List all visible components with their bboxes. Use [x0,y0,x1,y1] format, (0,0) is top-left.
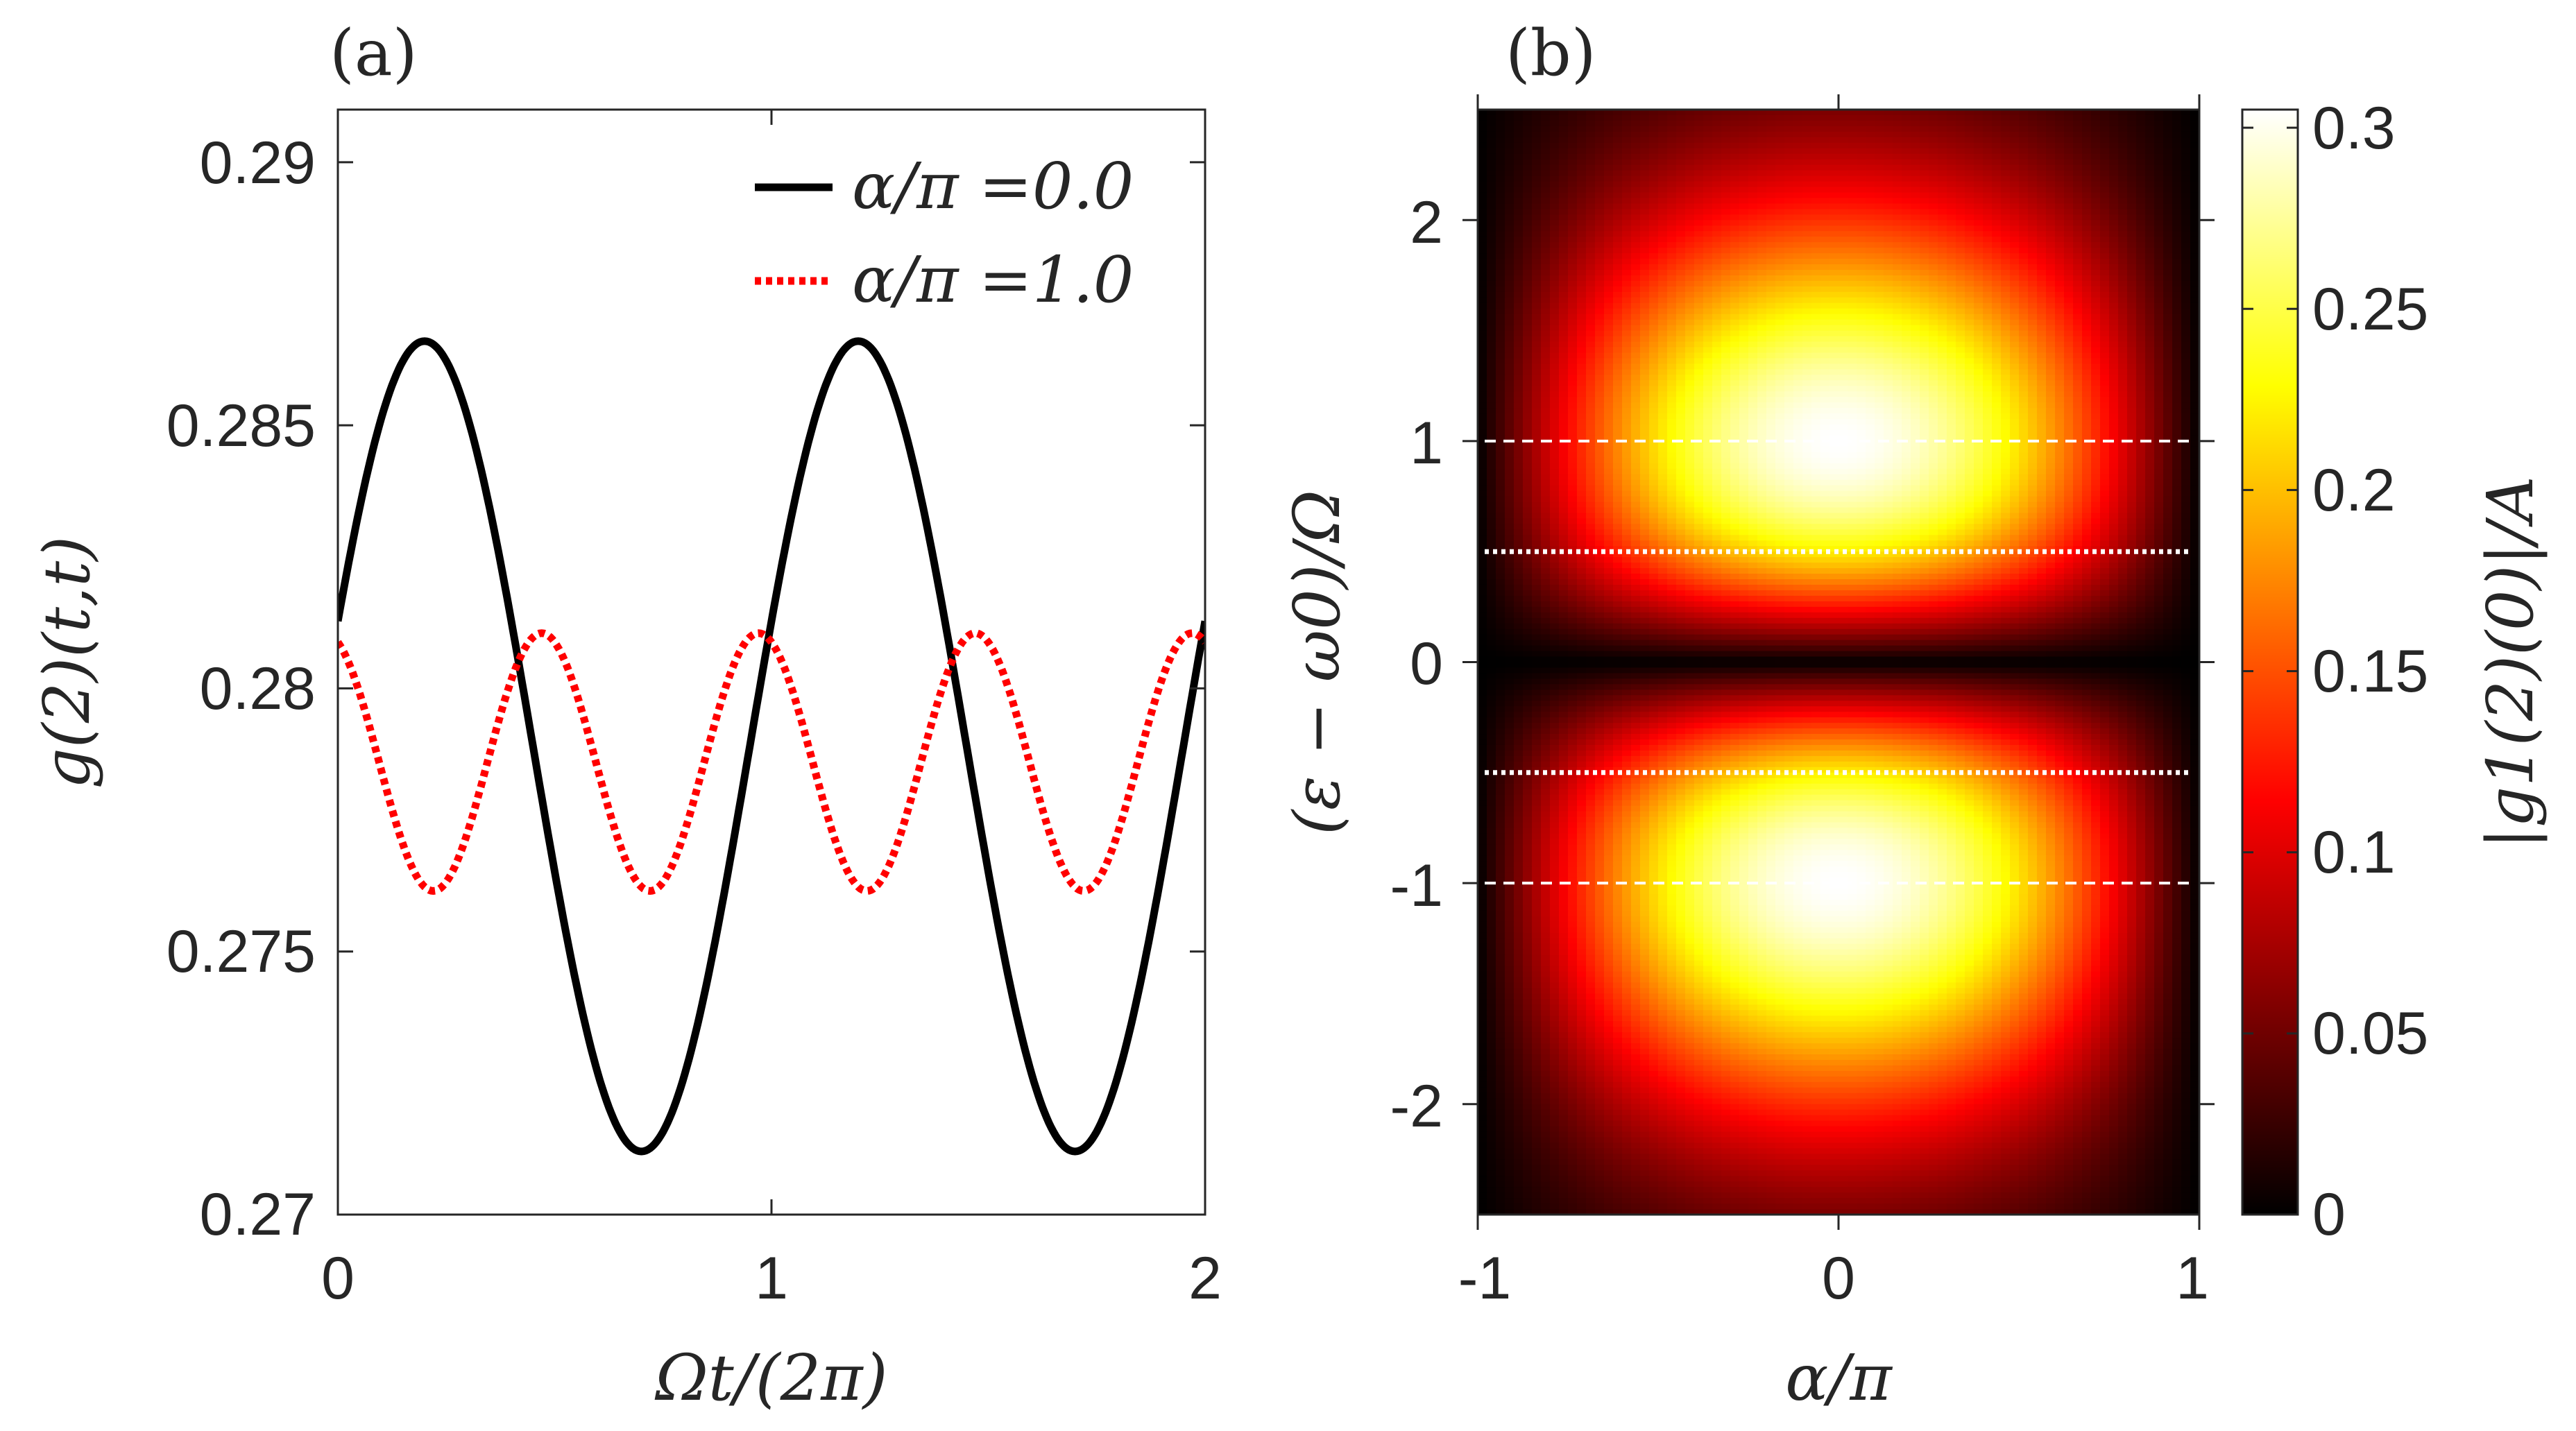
b-x-tick-label-1: 0 [1822,1245,1855,1312]
legend: α/π =0.0 α/π =1.0 [755,149,1134,317]
a-y-tick-label-4: 0.29 [200,130,316,196]
heatmap [1478,110,2200,1215]
panel-b-label: (b) [1505,16,1596,90]
b-y-axis-label: (ε − ω0)/Ω [1280,490,1354,835]
a-y-tick-label-0: 0.27 [200,1181,316,1248]
a-y-tick-label-1: 0.275 [167,918,316,985]
b-y-tick-label-1: -1 [1390,852,1443,919]
colorbar-tick-label-1: 0.05 [2312,1000,2428,1067]
series-line-alpha-0 [338,337,1205,1156]
a-y-tick-label-2: 0.28 [200,655,316,722]
colorbar-tick-label-4: 0.2 [2312,457,2396,524]
panel-a-ticks [336,110,1206,1216]
colorbar-ticks [2242,126,2298,1216]
b-x-axis-label: α/π [1785,1341,1893,1415]
b-x-tick-label-0: -1 [1458,1245,1511,1312]
panel-a-label: (a) [330,16,418,90]
series-line-alpha-1 [338,629,1205,896]
colorbar-tick-label-0: 0 [2312,1181,2346,1248]
panel-a: (a) 0 1 2 0.27 0.275 0.28 0.285 0.29 Ωt/… [30,16,1222,1415]
b-y-tick-label-2: 0 [1410,631,1443,697]
b-y-tick-label-0: -2 [1390,1073,1443,1140]
reference-lines [1485,439,2192,885]
colorbar-tick-label-3: 0.15 [2312,638,2428,705]
colorbar-tick-label-6: 0.3 [2312,95,2396,162]
legend-label-alpha-1: α/π =1.0 [852,243,1134,317]
a-y-axis-label: g(2)(t,t) [30,536,104,789]
b-x-tick-label-2: 1 [2176,1245,2209,1312]
a-y-tick-label-3: 0.285 [167,393,316,459]
b-y-tick-label-3: 1 [1410,410,1443,477]
b-y-tick-label-4: 2 [1410,189,1443,256]
panel-a-plot-area [338,337,1205,1156]
colorbar-label: |g1(2)(0)|/A [2473,476,2548,849]
colorbar-gradient [2242,110,2298,1215]
a-x-axis-label: Ωt/(2π) [654,1341,887,1415]
panel-b-ticks [1462,94,2215,1230]
colorbar: 0 0.05 0.1 0.15 0.2 0.25 0.3 |g1(2)(0)|/… [2241,95,2548,1248]
a-x-tick-label-2: 2 [1188,1245,1222,1312]
a-x-tick-label-1: 1 [755,1245,788,1312]
colorbar-border [2241,108,2299,1216]
colorbar-tick-label-5: 0.25 [2312,276,2428,343]
a-x-tick-label-0: 0 [321,1245,355,1312]
panel-b: (b) -1 0 1 -2 -1 0 1 2 α/π (ε − ω0)/Ω 0 … [1280,16,2548,1415]
legend-label-alpha-0: α/π =0.0 [852,149,1134,223]
colorbar-tick-label-2: 0.1 [2312,819,2396,886]
